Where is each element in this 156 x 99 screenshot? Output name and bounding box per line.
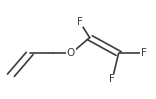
Text: F: F (77, 17, 83, 27)
Text: O: O (67, 48, 75, 59)
Text: F: F (141, 48, 146, 59)
Text: F: F (109, 74, 115, 84)
